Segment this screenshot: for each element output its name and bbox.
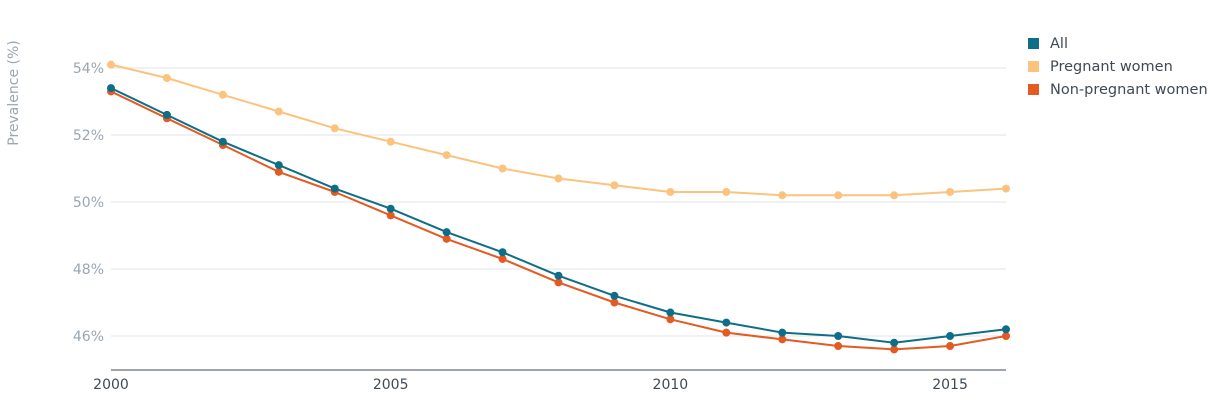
x-tick-label: 2005 bbox=[373, 377, 409, 393]
legend-swatch bbox=[1028, 38, 1039, 49]
data-point bbox=[666, 187, 675, 196]
legend: All Pregnant women Non-pregnant women bbox=[1028, 32, 1208, 101]
data-point bbox=[778, 191, 787, 200]
data-point bbox=[498, 254, 507, 263]
data-point bbox=[107, 84, 115, 93]
y-axis-ticks: 46% 48% 50% 52% 54% bbox=[73, 61, 104, 345]
data-point bbox=[778, 335, 787, 344]
data-point bbox=[946, 332, 955, 340]
data-point bbox=[890, 345, 899, 354]
data-point bbox=[386, 211, 395, 220]
data-point bbox=[218, 90, 227, 99]
series-non-pregnant-women bbox=[107, 87, 1010, 354]
data-point bbox=[274, 161, 283, 170]
series-lines bbox=[107, 60, 1010, 354]
data-point bbox=[610, 298, 619, 307]
data-point bbox=[162, 74, 171, 83]
series-all bbox=[107, 84, 1010, 347]
data-point bbox=[386, 137, 395, 146]
x-tick-label: 2010 bbox=[653, 377, 689, 393]
legend-item-pregnant-women: Pregnant women bbox=[1028, 55, 1208, 78]
legend-item-non-pregnant-women: Non-pregnant women bbox=[1028, 78, 1208, 101]
y-tick-label: 46% bbox=[73, 329, 104, 345]
data-point bbox=[274, 167, 283, 176]
data-point bbox=[218, 137, 227, 146]
x-axis: 2000 2005 2010 2015 bbox=[93, 369, 1006, 393]
data-point bbox=[386, 204, 395, 213]
y-tick-label: 52% bbox=[73, 128, 104, 144]
series-line-all bbox=[110, 87, 1007, 344]
legend-label: All bbox=[1050, 35, 1068, 52]
data-point bbox=[890, 338, 899, 347]
data-point bbox=[834, 332, 843, 340]
legend-item-all: All bbox=[1028, 32, 1208, 55]
data-point bbox=[610, 181, 619, 190]
x-tick-label: 2015 bbox=[932, 377, 968, 393]
data-point bbox=[1002, 184, 1010, 193]
data-point bbox=[330, 184, 339, 193]
data-point bbox=[442, 228, 451, 237]
y-axis-label: Prevalence (%) bbox=[6, 40, 22, 146]
series-pregnant-women bbox=[107, 60, 1010, 200]
data-point bbox=[442, 151, 451, 160]
legend-label: Pregnant women bbox=[1050, 58, 1173, 75]
legend-label: Non-pregnant women bbox=[1050, 81, 1208, 98]
legend-swatch bbox=[1028, 84, 1039, 95]
gridlines bbox=[111, 67, 1006, 337]
data-point bbox=[722, 187, 731, 196]
data-point bbox=[834, 191, 843, 200]
data-point bbox=[107, 60, 115, 69]
data-point bbox=[1002, 325, 1010, 334]
data-point bbox=[834, 342, 843, 351]
data-point bbox=[498, 164, 507, 173]
data-point bbox=[722, 328, 731, 337]
data-point bbox=[498, 248, 507, 257]
data-point bbox=[946, 342, 955, 351]
data-point bbox=[1002, 332, 1010, 340]
data-point bbox=[330, 124, 339, 133]
data-point bbox=[274, 107, 283, 116]
data-point bbox=[554, 271, 563, 280]
data-point bbox=[610, 291, 619, 300]
x-tick-label: 2000 bbox=[93, 377, 129, 393]
data-point bbox=[666, 315, 675, 324]
data-point bbox=[946, 187, 955, 196]
series-line-non-pregnant-women bbox=[110, 90, 1007, 351]
y-tick-label: 48% bbox=[73, 262, 104, 278]
data-point bbox=[554, 278, 563, 287]
y-tick-label: 54% bbox=[73, 61, 104, 77]
data-point bbox=[890, 191, 899, 200]
data-point bbox=[666, 308, 675, 317]
data-point bbox=[722, 318, 731, 327]
legend-swatch bbox=[1028, 61, 1039, 72]
data-point bbox=[554, 174, 563, 183]
data-point bbox=[162, 110, 171, 119]
data-point bbox=[442, 234, 451, 243]
data-point bbox=[778, 328, 787, 337]
y-tick-label: 50% bbox=[73, 195, 104, 211]
